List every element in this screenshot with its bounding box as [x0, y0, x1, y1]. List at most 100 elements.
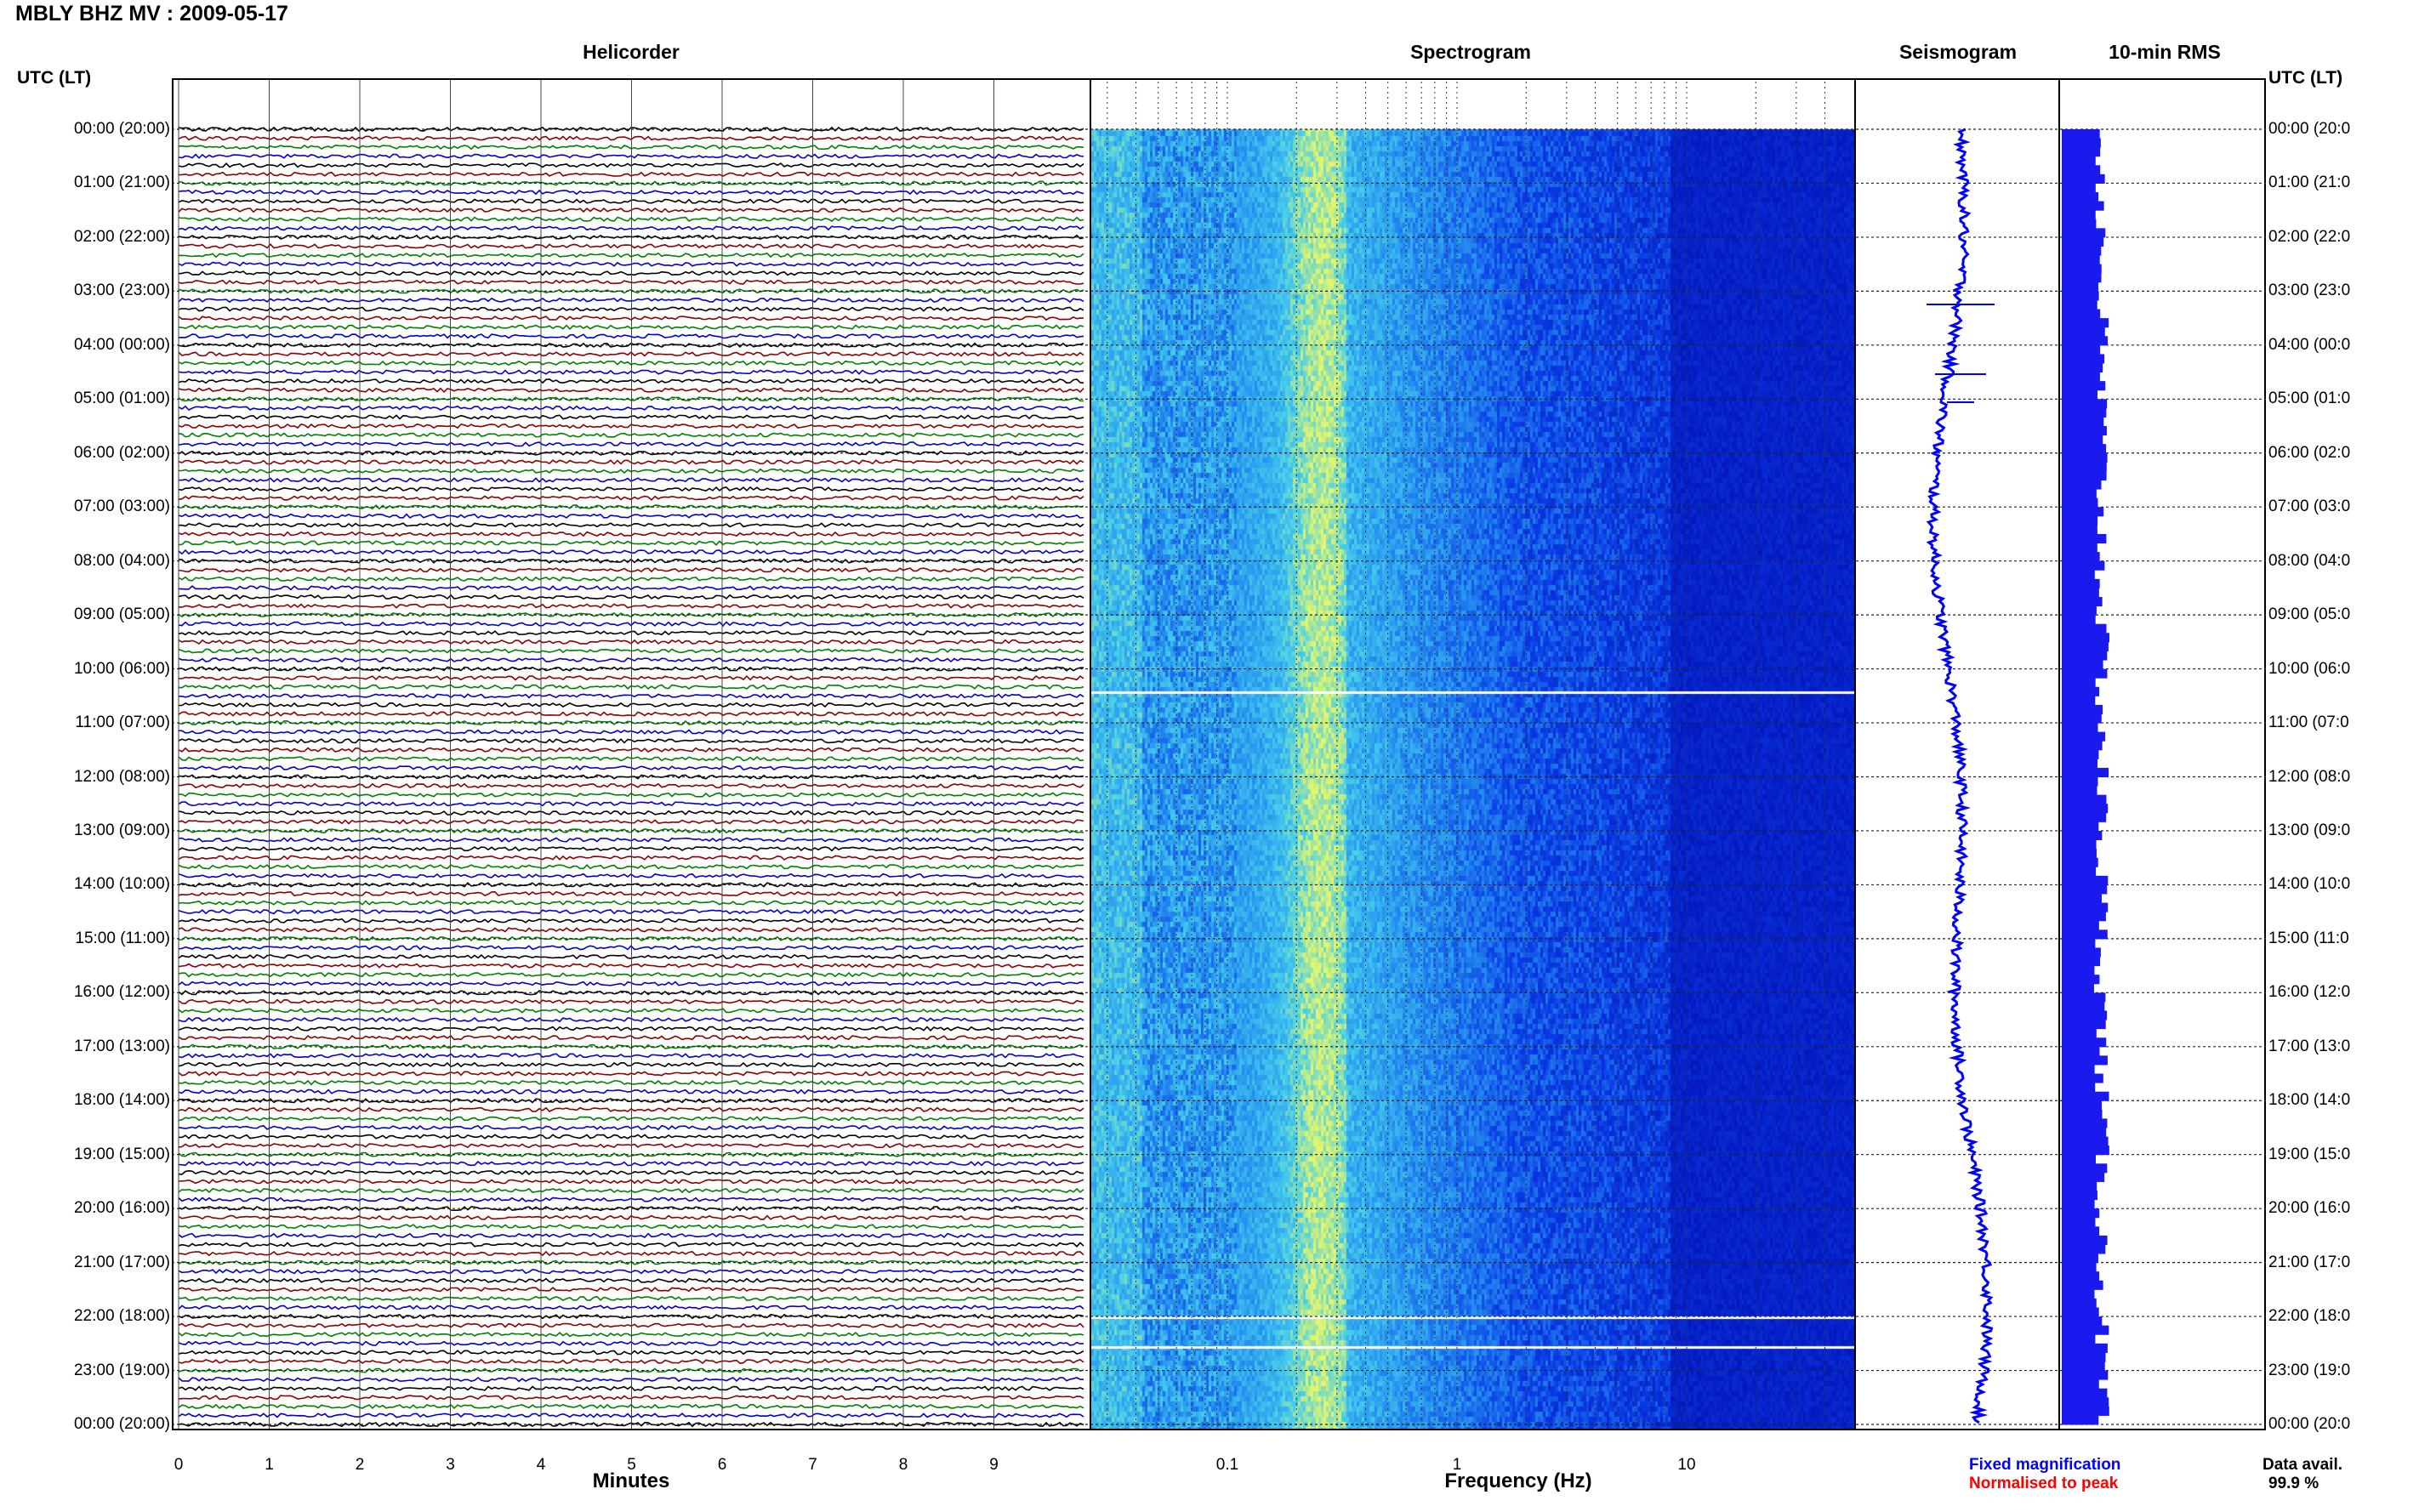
rms-bar [2062, 1352, 2106, 1362]
rms-bar [2062, 605, 2097, 616]
rms-bar [2062, 749, 2099, 759]
rms-bar [2062, 1028, 2097, 1038]
rms-bar [2062, 1100, 2102, 1111]
rms-bar [2062, 767, 2109, 777]
rms-bar [2062, 957, 2101, 967]
time-label-right: 14:00 (10:0 [2268, 875, 2351, 894]
rms-bar [2062, 849, 2097, 859]
spectrogram-tick-label: 1 [1452, 1456, 1462, 1474]
rms-bar [2062, 651, 2108, 661]
rms-bar [2062, 525, 2097, 535]
rms-bar [2062, 354, 2105, 364]
time-label-left: 10:00 (06:00) [73, 659, 170, 678]
time-label-left: 12:00 (08:00) [73, 767, 170, 786]
time-label-left: 22:00 (18:00) [73, 1307, 170, 1326]
helicorder-x-label: Minutes [592, 1469, 670, 1492]
time-label-right: 20:00 (16:0 [2268, 1199, 2351, 1218]
time-label-right: 16:00 (12:0 [2268, 983, 2351, 1002]
rms-bar [2062, 417, 2104, 427]
helicorder-tick-label: 5 [627, 1456, 636, 1474]
rms-bar [2062, 147, 2101, 157]
rms-bar [2062, 399, 2108, 409]
panel-title-spectrogram: Spectrogram [1410, 41, 1531, 63]
rms-bar [2062, 507, 2104, 517]
rms-bar [2062, 786, 2097, 796]
rms-bar [2062, 1280, 2103, 1290]
rms-bar [2062, 129, 2100, 139]
rms-bar [2062, 947, 2101, 958]
time-label-right: 03:00 (23:0 [2268, 281, 2351, 300]
spectrogram-image [1091, 80, 1854, 1429]
rms-bar [2062, 1289, 2095, 1299]
rms-bar [2062, 236, 2104, 247]
time-label-left: 06:00 (02:00) [73, 443, 170, 462]
rms-bar [2062, 704, 2103, 714]
rms-bar [2062, 201, 2104, 211]
hour-gridlines [172, 128, 2266, 1425]
time-label-left: 18:00 (14:00) [73, 1091, 170, 1110]
rms-bar [2062, 1361, 2105, 1372]
rms-bar [2062, 975, 2100, 985]
rms-bar [2062, 1163, 2108, 1174]
rms-bar [2062, 668, 2108, 679]
time-label-left: 09:00 (05:00) [73, 605, 170, 624]
rms-bar [2062, 723, 2098, 733]
rms-bar [2062, 1379, 2099, 1390]
time-label-right: 17:00 (13:0 [2268, 1037, 2351, 1055]
time-label-right: 10:00 (06:0 [2268, 659, 2351, 678]
rms-bar [2062, 588, 2099, 598]
rms-bar [2062, 1226, 2100, 1236]
time-label-left: 23:00 (19:00) [73, 1361, 170, 1379]
rms-bar [2062, 273, 2102, 283]
rms-bar [2062, 299, 2097, 310]
rms-bar [2062, 210, 2096, 220]
rms-bar [2062, 228, 2106, 238]
time-label-left: 00:00 (20:00) [73, 1415, 170, 1433]
time-label-right: 23:00 (19:0 [2268, 1361, 2351, 1379]
rms-bar [2062, 867, 2097, 877]
rms-bar [2062, 623, 2107, 634]
rms-bar [2062, 1181, 2097, 1191]
time-label-left: 13:00 (09:00) [73, 821, 170, 839]
time-label-left: 05:00 (01:00) [73, 389, 170, 408]
rms-bar [2062, 138, 2101, 148]
rms-bar [2062, 920, 2099, 930]
rms-bar [2062, 1406, 2109, 1416]
seismogram-line [1926, 128, 1994, 1424]
rms-bar [2062, 938, 2096, 948]
rms-bar [2062, 533, 2107, 544]
utc-header-left: UTC (LT) [17, 68, 92, 88]
rms-bar [2062, 660, 2103, 670]
helicorder-tick-label: 3 [446, 1456, 455, 1474]
rms-bar [2062, 731, 2106, 742]
rms-bar [2062, 812, 2107, 822]
rms-bar [2062, 1001, 2105, 1011]
rms-bar [2062, 983, 2095, 993]
rms-bar [2062, 1046, 2100, 1056]
rms-bar [2062, 327, 2105, 337]
time-label-right: 04:00 (00:0 [2268, 335, 2351, 354]
rms-bar [2062, 452, 2108, 463]
rms-bar [2062, 1073, 2103, 1083]
rms-bar [2062, 1172, 2105, 1182]
rms-bar [2062, 362, 2103, 373]
time-label-right: 00:00 (20:0 [2268, 1415, 2351, 1433]
rms-bar [2062, 173, 2105, 184]
rms-bar [2062, 1253, 2098, 1264]
helicorder-tick-label: 8 [898, 1456, 908, 1474]
time-label-left: 16:00 (12:00) [73, 983, 170, 1002]
rms-bar [2062, 839, 2097, 850]
rms-bar [2062, 192, 2099, 202]
spectrogram-tick-label: 0.1 [1215, 1456, 1239, 1474]
spectrogram-x-label: Frequency (Hz) [1444, 1469, 1592, 1492]
panel-title-rms: 10-min RMS [2109, 41, 2221, 63]
time-label-right: 01:00 (21:0 [2268, 173, 2351, 192]
rms-bar [2062, 804, 2109, 814]
rms-bar [2062, 633, 2109, 643]
rms-bar [2062, 470, 2107, 480]
rms-bar [2062, 560, 2105, 571]
rms-bar [2062, 596, 2103, 607]
rms-bar [2062, 1217, 2096, 1227]
time-label-right: 02:00 (22:0 [2268, 227, 2351, 246]
rms-bar [2062, 1271, 2100, 1282]
